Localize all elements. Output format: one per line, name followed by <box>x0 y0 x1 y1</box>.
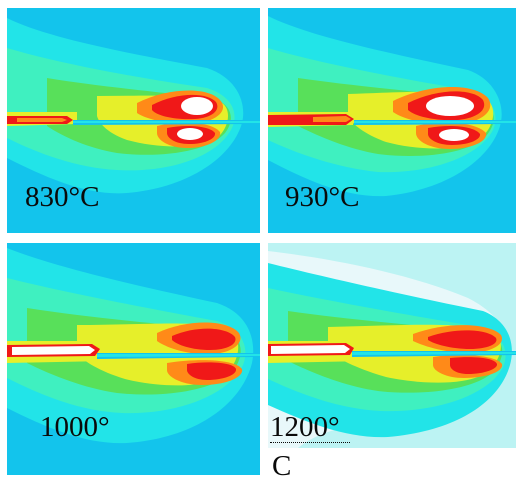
thermal-map-1000 <box>7 243 260 475</box>
temperature-label-830: 830°C <box>25 181 100 213</box>
temperature-label-930: 930°C <box>285 181 360 213</box>
thermal-panel-1000 <box>7 243 260 475</box>
thermal-panel-930 <box>268 8 516 233</box>
thermal-panel-1200 <box>268 243 516 448</box>
thermal-panel-830 <box>7 8 260 233</box>
temperature-label-1200: 1200° <box>270 411 340 443</box>
thermal-map-1200 <box>268 243 516 448</box>
dotted-underline <box>270 442 350 443</box>
thermal-map-830 <box>7 8 260 233</box>
trailing-c-label: C <box>272 450 292 482</box>
thermal-map-930 <box>268 8 516 233</box>
temperature-label-1000: 1000° <box>40 411 110 443</box>
